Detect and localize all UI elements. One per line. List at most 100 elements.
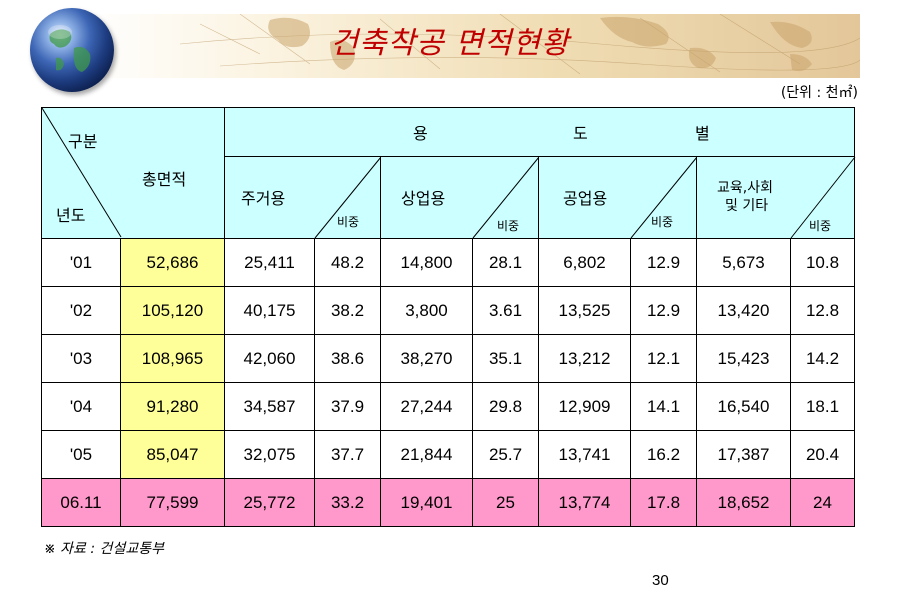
total-area-cell: 91,280 — [120, 382, 225, 431]
total-area-cell: 105,120 — [120, 286, 225, 335]
residential-diagonal-line — [314, 156, 382, 239]
table-row: '05 85,047 32,075 37.7 21,844 25.7 13,741 16.2 1… — [41, 430, 855, 479]
industrial-header: 공업용 비중 — [538, 156, 698, 239]
commercial-ratio-cell: 28.1 — [472, 238, 539, 287]
commercial-diagonal-line — [472, 156, 540, 239]
total-area-cell: 108,965 — [120, 334, 225, 383]
commercial-area-cell: 19,401 — [380, 478, 473, 527]
education-area-cell: 5,673 — [696, 238, 791, 287]
purpose-char-1: 용 — [413, 124, 428, 143]
education-diagonal-line — [790, 156, 856, 239]
table-row: '01 52,686 25,411 48.2 14,800 28.1 6,802 12.9 5,… — [41, 238, 855, 287]
education-area-cell: 15,423 — [696, 334, 791, 383]
residential-area-cell: 32,075 — [224, 430, 315, 479]
year-cell: '02 — [41, 286, 121, 335]
corner-header-cell: 구분 년도 총면적 — [41, 107, 225, 239]
year-cell: 06.11 — [41, 478, 121, 527]
industrial-ratio-cell: 12.9 — [630, 238, 697, 287]
purpose-char-3: 별 — [695, 124, 710, 143]
total-area-header: 총면적 — [142, 170, 187, 189]
commercial-ratio-cell: 29.8 — [472, 382, 539, 431]
residential-ratio-cell: 33.2 — [314, 478, 381, 527]
purpose-header: 용 도 별 — [224, 107, 855, 157]
residential-ratio-cell: 37.9 — [314, 382, 381, 431]
corner-label-bottom: 년도 — [56, 206, 86, 225]
education-label-line1: 교육,사회 — [717, 180, 773, 196]
commercial-ratio-cell: 3.61 — [472, 286, 539, 335]
corner-label-top: 구분 — [68, 132, 98, 151]
education-header: 교육,사회 및 기타 비중 — [696, 156, 856, 239]
commercial-ratio-cell: 25.7 — [472, 430, 539, 479]
page-title: 건축착공 면적현황 — [330, 26, 570, 61]
table-row: '02 105,120 40,175 38.2 3,800 3.61 13,525 12.9 1… — [41, 286, 855, 335]
total-area-cell: 77,599 — [120, 478, 225, 527]
residential-ratio-label: 비중 — [337, 215, 360, 229]
industrial-area-cell: 13,212 — [538, 334, 631, 383]
industrial-ratio-cell: 12.9 — [630, 286, 697, 335]
industrial-diagonal-line — [630, 156, 698, 239]
total-area-cell: 52,686 — [120, 238, 225, 287]
industrial-area-cell: 13,774 — [538, 478, 631, 527]
purpose-char-2: 도 — [573, 124, 588, 143]
education-area-cell: 17,387 — [696, 430, 791, 479]
commercial-area-cell: 3,800 — [380, 286, 473, 335]
industrial-area-cell: 6,802 — [538, 238, 631, 287]
residential-header: 주거용 비중 — [224, 156, 382, 239]
commercial-area-cell: 27,244 — [380, 382, 473, 431]
commercial-ratio-cell: 25 — [472, 478, 539, 527]
education-ratio-cell: 24 — [790, 478, 855, 527]
industrial-ratio-cell: 12.1 — [630, 334, 697, 383]
education-ratio-cell: 10.8 — [790, 238, 855, 287]
title-banner — [80, 14, 860, 78]
table-row: '03 108,965 42,060 38.6 38,270 35.1 13,212 12.1… — [41, 334, 855, 383]
education-ratio-cell: 20.4 — [790, 430, 855, 479]
world-map-background — [179, 14, 860, 75]
commercial-ratio-label: 비중 — [497, 219, 520, 233]
commercial-area-cell: 38,270 — [380, 334, 473, 383]
residential-area-cell: 25,411 — [224, 238, 315, 287]
residential-label: 주거용 — [241, 189, 286, 208]
total-area-cell: 85,047 — [120, 430, 225, 479]
residential-area-cell: 34,587 — [224, 382, 315, 431]
industrial-area-cell: 13,525 — [538, 286, 631, 335]
year-cell: '03 — [41, 334, 121, 383]
education-ratio-cell: 12.8 — [790, 286, 855, 335]
education-area-cell: 18,652 — [696, 478, 791, 527]
residential-ratio-cell: 37.7 — [314, 430, 381, 479]
industrial-ratio-cell: 16.2 — [630, 430, 697, 479]
table-row: '04 91,280 34,587 37.9 27,244 29.8 12,909 14.1 1… — [41, 382, 855, 431]
education-area-cell: 13,420 — [696, 286, 791, 335]
construction-area-table: 구분 년도 총면적 용 도 별 주거용 비중 상업용 비중 — [41, 107, 856, 527]
commercial-area-cell: 21,844 — [380, 430, 473, 479]
education-ratio-cell: 14.2 — [790, 334, 855, 383]
industrial-area-cell: 12,909 — [538, 382, 631, 431]
table-row: 06.11 77,599 25,772 33.2 19,401 25 13,774 17.8 1… — [41, 478, 855, 527]
residential-ratio-cell: 48.2 — [314, 238, 381, 287]
industrial-ratio-cell: 17.8 — [630, 478, 697, 527]
residential-area-cell: 25,772 — [224, 478, 315, 527]
residential-ratio-cell: 38.2 — [314, 286, 381, 335]
unit-label: (단위 : 천㎡) — [780, 85, 858, 101]
education-label-line2: 및 기타 — [725, 198, 769, 214]
globe-logo — [30, 8, 114, 92]
residential-area-cell: 42,060 — [224, 334, 315, 383]
page-number: 30 — [652, 572, 669, 589]
year-cell: '01 — [41, 238, 121, 287]
industrial-area-cell: 13,741 — [538, 430, 631, 479]
corner-diagonal-line — [41, 107, 122, 238]
industrial-ratio-label: 비중 — [651, 215, 674, 229]
commercial-ratio-cell: 35.1 — [472, 334, 539, 383]
commercial-area-cell: 14,800 — [380, 238, 473, 287]
education-ratio-label: 비중 — [809, 219, 832, 233]
education-ratio-cell: 18.1 — [790, 382, 855, 431]
education-area-cell: 16,540 — [696, 382, 791, 431]
industrial-label: 공업용 — [563, 189, 608, 208]
year-cell: '05 — [41, 430, 121, 479]
commercial-header: 상업용 비중 — [380, 156, 540, 239]
year-cell: '04 — [41, 382, 121, 431]
residential-ratio-cell: 38.6 — [314, 334, 381, 383]
industrial-ratio-cell: 14.1 — [630, 382, 697, 431]
commercial-label: 상업용 — [401, 189, 446, 208]
source-note: ※ 자료 : 건설교통부 — [44, 541, 164, 557]
residential-area-cell: 40,175 — [224, 286, 315, 335]
